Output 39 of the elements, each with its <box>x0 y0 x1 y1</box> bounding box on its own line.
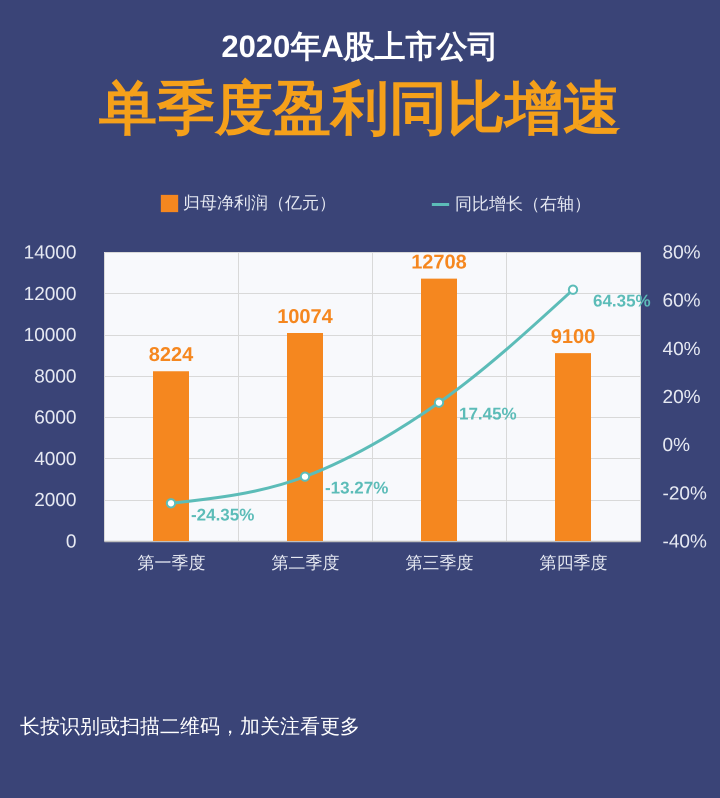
bar <box>555 353 591 541</box>
y2-tick-label: -20% <box>662 483 707 504</box>
data-label: -24.35% <box>191 505 254 524</box>
x-tick-label: 第三季度 <box>406 554 474 572</box>
data-label: -13.27% <box>325 478 388 498</box>
point <box>300 471 310 482</box>
chart-title: 2020年A股上市公司 <box>221 29 499 64</box>
bar <box>421 278 457 541</box>
y2-tick-label: -40% <box>662 532 707 552</box>
y-tick-label: 0 <box>66 532 76 552</box>
y2-tick-label: 40% <box>662 338 701 360</box>
y-tick-label: 14000 <box>24 242 76 264</box>
x-tick-label: 第二季度 <box>272 554 340 572</box>
data-label: 9100 <box>550 326 596 348</box>
bar <box>153 371 189 541</box>
y2-tick-label: 60% <box>662 290 701 312</box>
y-tick-label: 6000 <box>34 408 76 429</box>
y2-tick-label: 0% <box>662 435 690 456</box>
data-label: 17.45% <box>459 404 517 424</box>
y-tick-label: 8000 <box>34 366 76 388</box>
data-label: 12708 <box>411 252 467 274</box>
legend-label: 归母净利润（亿元） <box>183 194 336 212</box>
chart-subtitle: 单季度盈利同比增速 <box>98 76 621 141</box>
y-tick-label: 12000 <box>24 284 76 305</box>
y2-tick-label: 80% <box>662 242 701 264</box>
y-tick-label: 2000 <box>34 490 76 512</box>
legend-label: 同比增长（右轴） <box>455 194 591 214</box>
text: 长按识别或扫描二维码，加关注看更多 <box>20 716 360 738</box>
data-label: 10074 <box>277 306 334 328</box>
point <box>568 284 578 295</box>
point <box>166 498 176 508</box>
point <box>434 397 444 408</box>
x-tick-label: 第四季度 <box>540 554 608 572</box>
y2-tick-label: 20% <box>662 387 701 408</box>
data-label: 8224 <box>148 344 194 366</box>
x-tick-label: 第一季度 <box>138 554 206 572</box>
y-tick-label: 10000 <box>24 325 76 346</box>
bar <box>287 333 323 541</box>
y-tick-label: 4000 <box>34 448 76 470</box>
